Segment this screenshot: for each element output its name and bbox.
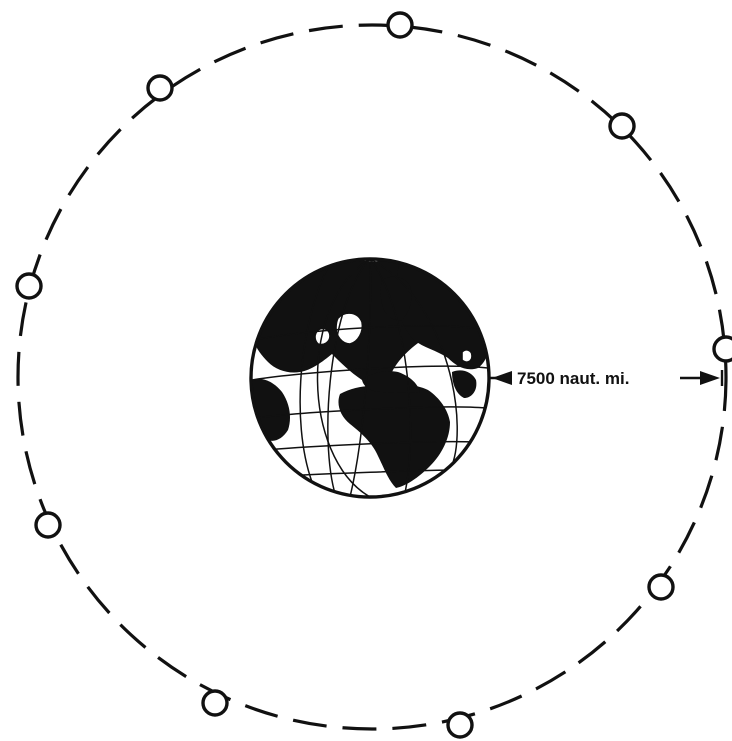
earth-globe-icon xyxy=(249,257,491,499)
orbit-ring xyxy=(16,23,728,731)
distance-label: 7500 naut. mi. xyxy=(517,369,629,388)
satellite-marker xyxy=(647,573,675,601)
distance-dimension: 7500 naut. mi. xyxy=(490,369,724,388)
satellite-marker xyxy=(34,511,62,539)
satellite-marker xyxy=(712,335,732,363)
satellite-markers xyxy=(15,11,732,739)
satellite-marker xyxy=(201,689,229,717)
satellite-marker xyxy=(146,74,174,102)
satellite-marker xyxy=(15,272,43,300)
satellite-marker xyxy=(386,11,414,39)
satellite-marker xyxy=(446,711,474,739)
satellite-marker xyxy=(608,112,636,140)
